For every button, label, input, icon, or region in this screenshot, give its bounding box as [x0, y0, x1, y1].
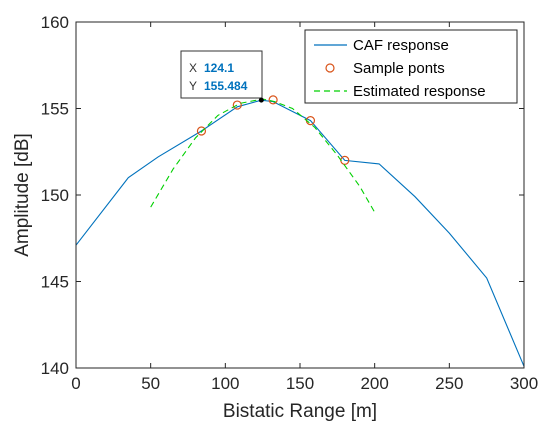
x-tick-label: 200	[360, 374, 388, 393]
datatip[interactable]: X 124.1 Y 155.484	[180, 50, 264, 103]
legend-label-estimated-response: Estimated response	[353, 83, 486, 100]
series-line-caf-response	[75, 99, 525, 367]
y-tick-label: 160	[41, 13, 69, 32]
data-point-sample-ponts	[196, 126, 207, 136]
datatip-x-label: X	[189, 61, 197, 75]
legend: CAF response Sample ponts Estimated resp…	[304, 29, 518, 104]
y-tick-label: 145	[41, 273, 69, 292]
legend-box	[304, 29, 518, 104]
y-tick-label: 140	[41, 359, 69, 378]
data-point-sample-ponts	[232, 100, 242, 110]
y-tick-label: 150	[41, 186, 69, 205]
datatip-y-value: 155.484	[204, 79, 248, 93]
x-tick-label: 0	[71, 374, 80, 393]
datatip-x-value: 124.1	[204, 61, 234, 75]
x-tick-label: 150	[286, 374, 314, 393]
datatip-y-label: Y	[189, 79, 197, 93]
legend-label-caf-response: CAF response	[353, 37, 449, 54]
x-tick-label: 300	[510, 374, 538, 393]
datatip-marker[interactable]	[258, 97, 264, 103]
y-tick-label: 155	[41, 100, 69, 119]
legend-swatch-sample-points	[325, 63, 335, 73]
x-tick-label: 100	[211, 374, 239, 393]
x-tick-label: 50	[141, 374, 160, 393]
x-tick-label: 250	[435, 374, 463, 393]
datatip-box	[180, 50, 263, 99]
y-axis-title: Amplitude [dB]	[12, 133, 33, 257]
series-line-estimated-response	[150, 98, 376, 213]
x-axis-title: Bistatic Range [m]	[223, 401, 377, 421]
data-point-sample-ponts	[268, 95, 278, 105]
legend-label-sample-points: Sample ponts	[353, 60, 445, 77]
